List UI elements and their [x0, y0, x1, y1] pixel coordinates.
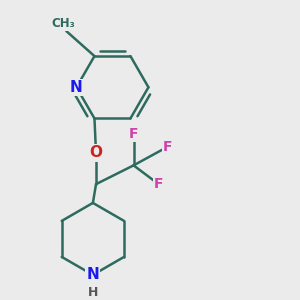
- Text: F: F: [154, 177, 164, 191]
- Text: H: H: [88, 286, 98, 298]
- Text: N: N: [86, 267, 99, 282]
- Text: F: F: [163, 140, 173, 154]
- Text: CH₃: CH₃: [51, 17, 75, 30]
- Text: F: F: [129, 127, 138, 141]
- Text: N: N: [70, 80, 83, 95]
- Text: O: O: [89, 146, 103, 160]
